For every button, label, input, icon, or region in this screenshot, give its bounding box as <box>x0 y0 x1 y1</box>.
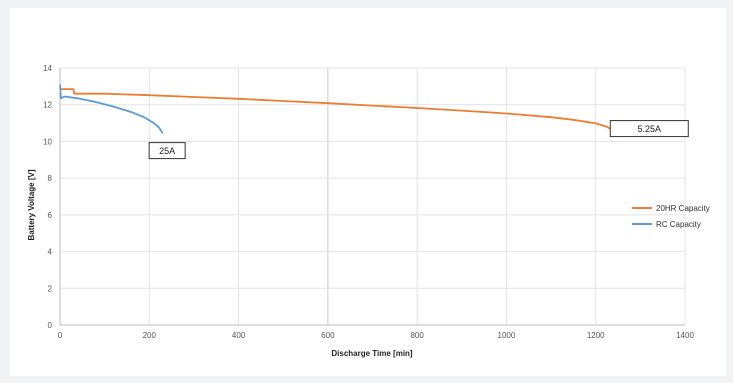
y-tick-label: 10 <box>43 137 52 146</box>
legend-item-20hr-capacity: 20HR Capacity <box>632 204 710 213</box>
y-axis-title: Battery Voltage [V] <box>27 169 36 240</box>
legend-label-rc-capacity: RC Capacity <box>656 220 701 229</box>
annotation-layer: 25A 5.25A <box>148 120 689 160</box>
y-tick-label: 8 <box>48 174 53 183</box>
series-line-20hr-capacity <box>60 88 617 134</box>
y-tick-label: 12 <box>43 101 52 110</box>
y-tick-label: 6 <box>48 211 53 220</box>
axis-layer: 0 200 400 600 800 1000 1200 1400 0 2 4 6 8 10 12 14 <box>43 64 694 340</box>
annotation-label: 5.25A <box>638 124 662 134</box>
annotation-25a: 25A <box>148 142 186 160</box>
chart-card: 0 200 400 600 800 1000 1200 1400 0 2 4 6 8 10 12 14 25A… <box>10 8 726 376</box>
y-tick-label: 2 <box>48 284 53 293</box>
x-tick-label: 600 <box>321 331 335 340</box>
x-tick-label: 1200 <box>587 331 605 340</box>
grid-layer <box>59 67 686 326</box>
annotation-box <box>148 142 186 160</box>
x-tick-label: 200 <box>143 331 157 340</box>
y-tick-label: 14 <box>43 64 52 73</box>
x-tick-label: 800 <box>410 331 424 340</box>
annotation-box <box>609 120 689 138</box>
legend-item-rc-capacity: RC Capacity <box>632 220 701 229</box>
y-tick-label: 0 <box>48 321 53 330</box>
discharge-chart: 0 200 400 600 800 1000 1200 1400 0 2 4 6 8 10 12 14 25A… <box>27 64 710 358</box>
y-tick-label: 4 <box>48 248 53 257</box>
legend: 20HR Capacity RC Capacity <box>632 204 710 229</box>
annotation-label: 25A <box>159 146 175 156</box>
x-tick-label: 1400 <box>676 331 694 340</box>
annotation-5-25a: 5.25A <box>609 120 689 138</box>
x-tick-label: 0 <box>58 331 63 340</box>
x-tick-label: 1000 <box>498 331 516 340</box>
x-axis-title: Discharge Time [min] <box>331 349 413 358</box>
series-layer <box>59 84 617 134</box>
x-tick-label: 400 <box>232 331 246 340</box>
legend-label-20hr-capacity: 20HR Capacity <box>656 204 710 213</box>
series-line-rc-capacity <box>59 84 164 134</box>
